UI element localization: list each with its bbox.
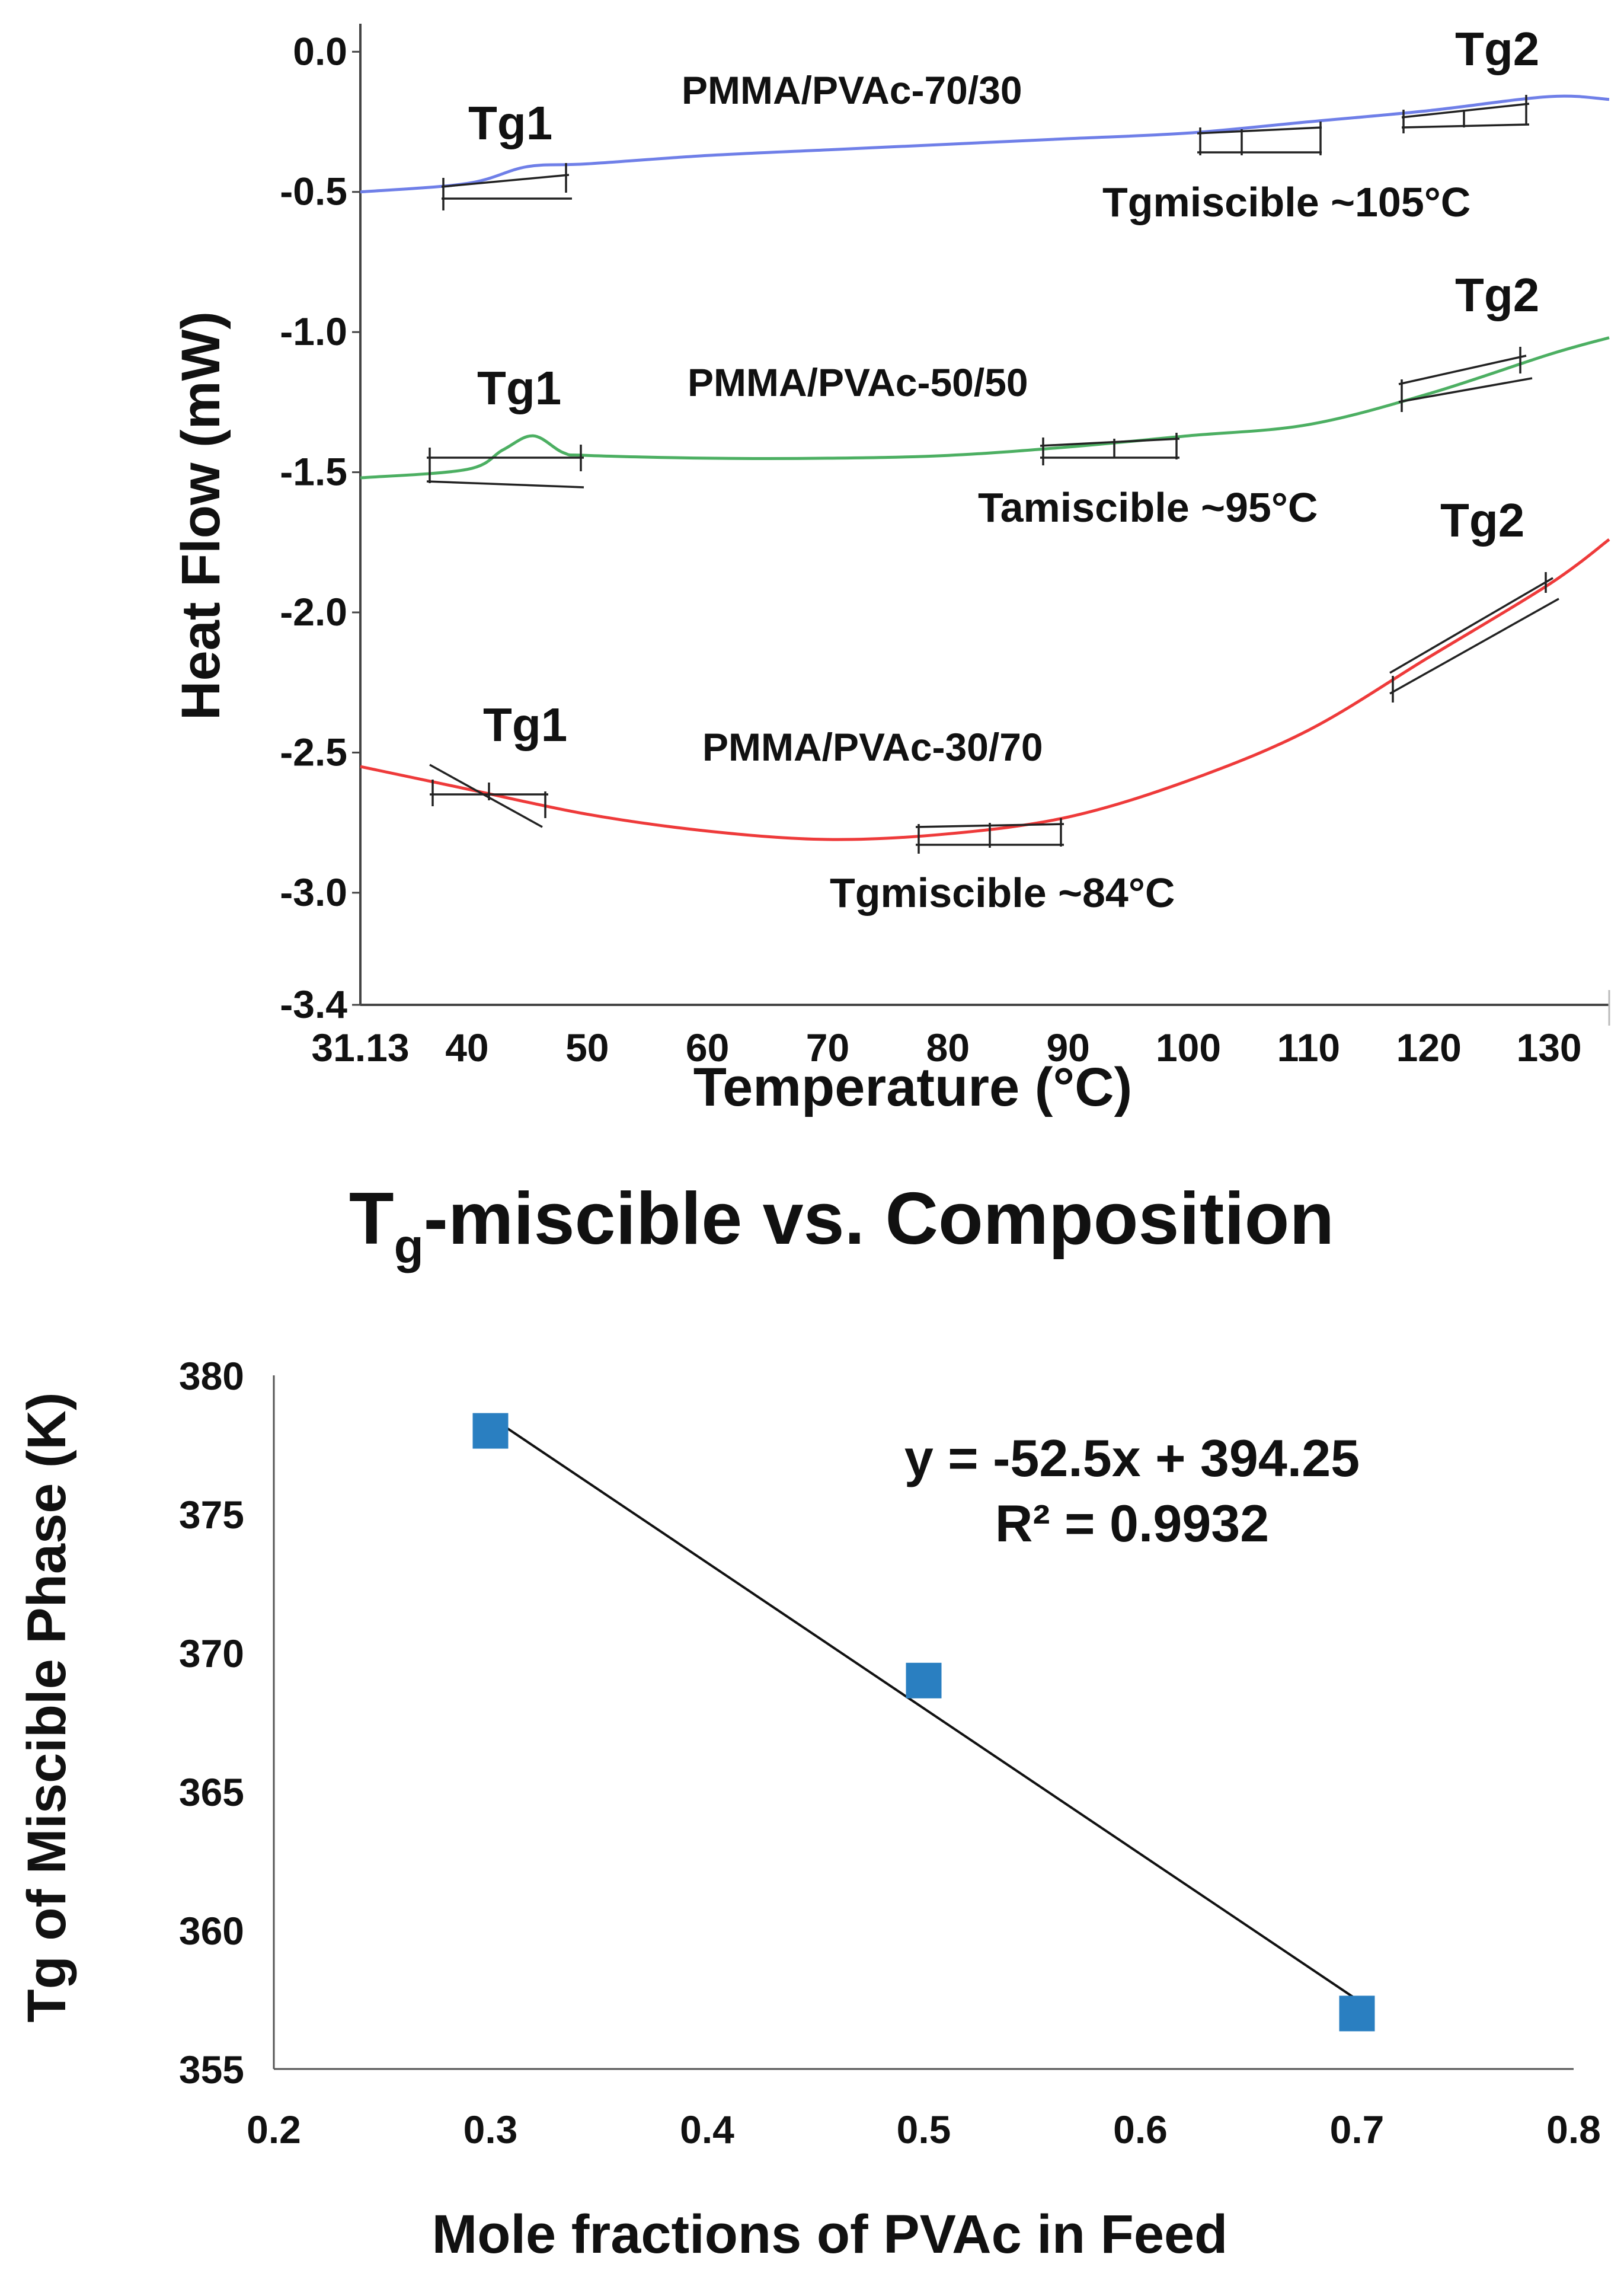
scatter-point: [1339, 1995, 1375, 2032]
tangent-constructions: [426, 95, 1559, 854]
dsc-y-tick-label: -2.5: [280, 730, 347, 774]
scatter-y-tick-label: 370: [179, 1631, 244, 1675]
scatter-x-tick-label: 0.4: [680, 2108, 734, 2151]
series-label-30-70: PMMA/PVAc-30/70: [702, 725, 1043, 769]
tgm-construction-30-70: [915, 818, 1064, 854]
scatter-y-tick-label: 380: [179, 1354, 244, 1398]
tgmiscible-label-50-50: Tamiscible ~95°C: [978, 484, 1318, 531]
tgmiscible-label-70-30: Tgmiscible ~105°C: [1102, 179, 1470, 225]
scatter-y-tick-label: 375: [179, 1493, 244, 1537]
tg1-construction-70-30: [441, 163, 572, 210]
scatter-y-ticks: 355 360 365 370 375 380: [179, 1354, 244, 2092]
chart-title: Tg-miscible vs. Composition: [349, 1178, 1334, 1273]
scatter-points: [472, 1413, 1375, 2032]
scatter-point: [472, 1413, 509, 1449]
scatter-x-tick-label: 0.8: [1546, 2108, 1601, 2151]
dsc-x-tick-label: 110: [1277, 1026, 1340, 1069]
tg2-construction-70-30: [1401, 95, 1530, 133]
scatter-x-tick-label: 0.3: [463, 2108, 518, 2151]
tg1-construction-30-70: [429, 764, 548, 828]
scatter-chart: 355 360 365 370 375 380 0.2 0.3 0.4 0.5 0.6 0.7 0.8…: [17, 1354, 1601, 2265]
dsc-series-line-3: [360, 538, 1610, 841]
tgmiscible-label-30-70: Tgmiscible ~84°C: [830, 870, 1175, 916]
scatter-y-axis-title: Tg of Miscible Phase (K): [17, 1392, 77, 2022]
trend-equation: y = -52.5x + 394.25: [904, 1429, 1360, 1487]
tgm-construction-50-50: [1040, 433, 1180, 465]
dsc-x-tick-label: 31.13: [311, 1026, 409, 1069]
series-label-70-30: PMMA/PVAc-70/30: [682, 68, 1022, 112]
dsc-x-tick-label: 60: [686, 1026, 729, 1069]
scatter-y-tick-label: 365: [179, 1770, 244, 1814]
tg2-label-30-70: Tg2: [1440, 494, 1524, 547]
tg2-construction-30-70: [1389, 572, 1559, 703]
tg1-label-50-50: Tg1: [477, 362, 561, 414]
dsc-y-tick-label: -1.5: [280, 450, 347, 494]
scatter-y-tick-label: 355: [179, 2048, 244, 2092]
scatter-y-tick-label: 360: [179, 1909, 244, 1953]
dsc-x-tick-label: 70: [806, 1026, 849, 1069]
dsc-x-axis-title: Temperature (°C): [693, 1057, 1133, 1117]
dsc-y-tick-label: -2.0: [280, 590, 347, 634]
scatter-x-axis-title: Mole fractions of PVAc in Feed: [432, 2204, 1228, 2265]
scatter-x-ticks: 0.2 0.3 0.4 0.5 0.6 0.7 0.8: [247, 2108, 1601, 2151]
dsc-y-tick-label: -3.0: [280, 870, 347, 914]
trendline: [490, 1416, 1358, 2001]
dsc-x-tick-label: 120: [1396, 1026, 1462, 1069]
dsc-y-tick-label: -3.4: [280, 982, 347, 1026]
series-label-50-50: PMMA/PVAc-50/50: [688, 360, 1028, 404]
dsc-y-tick-label: -1.0: [280, 309, 347, 353]
tg1-label-70-30: Tg1: [468, 97, 552, 149]
dsc-y-axis-title: Heat Flow (mW): [171, 311, 231, 720]
dsc-x-ticks: 31.13 40 50 60 70 80 90 100 110 120 130: [311, 1026, 1581, 1069]
scatter-frame: [273, 1375, 1574, 2070]
tg2-label-70-30: Tg2: [1455, 23, 1539, 75]
tg1-label-30-70: Tg1: [483, 698, 567, 751]
dsc-y-tick-label: -0.5: [280, 170, 347, 213]
scatter-x-tick-label: 0.6: [1113, 2108, 1168, 2151]
dsc-x-tick-label: 80: [926, 1026, 970, 1069]
dsc-x-tick-label: 130: [1517, 1026, 1582, 1069]
dsc-x-tick-label: 90: [1046, 1026, 1089, 1069]
tgm-construction-70-30: [1197, 122, 1322, 155]
scatter-x-tick-label: 0.5: [897, 2108, 951, 2151]
scatter-x-tick-label: 0.7: [1330, 2108, 1385, 2151]
dsc-x-tick-label: 40: [445, 1026, 488, 1069]
tg1-construction-50-50: [426, 445, 584, 488]
dsc-x-tick-label: 50: [565, 1026, 609, 1069]
tg2-construction-50-50: [1398, 347, 1533, 412]
tg2-label-50-50: Tg2: [1455, 269, 1539, 321]
scatter-point: [906, 1662, 942, 1698]
dsc-series-line-1: [360, 94, 1610, 194]
scatter-x-tick-label: 0.2: [247, 2108, 301, 2151]
dsc-frame: [359, 24, 1610, 1026]
dsc-y-ticks: 0.0 -0.5 -1.0 -1.5 -2.0 -2.5 -3.0 -3.4: [280, 29, 360, 1026]
dsc-y-tick-label: 0.0: [293, 29, 347, 73]
r-squared: R² = 0.9932: [995, 1494, 1269, 1553]
dsc-chart: 0.0 -0.5 -1.0 -1.5 -2.0 -2.5 -3.0 -3.4 31.13 40 5…: [171, 23, 1610, 1117]
dsc-x-tick-label: 100: [1156, 1026, 1221, 1069]
